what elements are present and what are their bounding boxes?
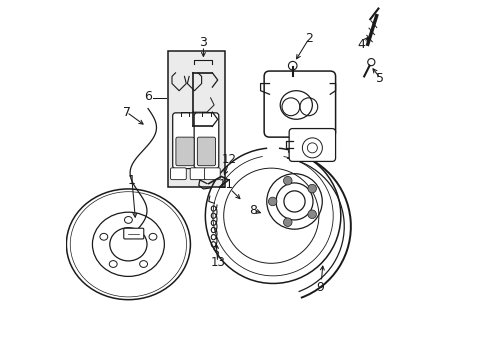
- Text: 7: 7: [122, 105, 130, 119]
- Text: 4: 4: [356, 39, 364, 51]
- Circle shape: [268, 197, 276, 206]
- Text: 6: 6: [144, 90, 152, 103]
- Text: 2: 2: [304, 32, 312, 45]
- Text: 11: 11: [219, 178, 234, 191]
- Text: 9: 9: [316, 281, 324, 294]
- Text: 3: 3: [199, 36, 207, 49]
- FancyBboxPatch shape: [190, 168, 205, 180]
- Text: 8: 8: [249, 204, 257, 217]
- Bar: [167, 51, 224, 187]
- FancyBboxPatch shape: [123, 228, 143, 239]
- Text: 13: 13: [210, 256, 224, 269]
- Circle shape: [283, 218, 291, 226]
- Circle shape: [283, 176, 291, 185]
- Text: 1: 1: [128, 174, 136, 186]
- FancyBboxPatch shape: [264, 71, 335, 137]
- Text: 5: 5: [375, 72, 384, 85]
- FancyBboxPatch shape: [172, 113, 197, 168]
- FancyBboxPatch shape: [170, 168, 186, 180]
- Text: 10: 10: [311, 105, 326, 119]
- FancyBboxPatch shape: [194, 113, 218, 168]
- FancyBboxPatch shape: [176, 137, 194, 166]
- Text: 12: 12: [222, 153, 237, 166]
- Circle shape: [307, 210, 316, 219]
- FancyBboxPatch shape: [197, 137, 215, 166]
- FancyBboxPatch shape: [204, 168, 220, 180]
- Circle shape: [307, 184, 316, 193]
- FancyBboxPatch shape: [288, 129, 335, 161]
